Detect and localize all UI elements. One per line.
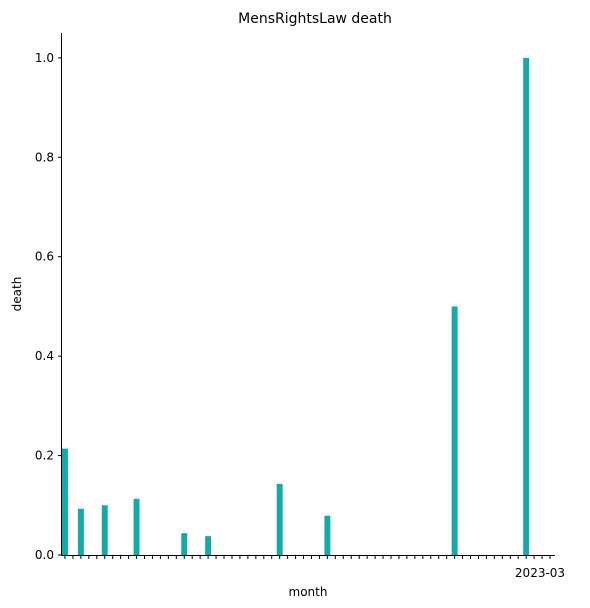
bar-6: [276, 483, 283, 555]
bar-9: [523, 57, 530, 556]
x-tick-label: 2023-03: [515, 566, 565, 580]
chart-title: MensRightsLaw death: [238, 11, 392, 27]
bar-7: [324, 515, 331, 555]
y-axis-label: death: [10, 277, 24, 312]
bar-4: [181, 533, 188, 555]
y-tick-label: 0.2: [35, 449, 54, 463]
bar-5: [205, 536, 212, 555]
bar-0: [62, 448, 68, 555]
bar-3: [133, 498, 140, 555]
y-tick-label: 1.0: [35, 51, 54, 65]
bar-8: [451, 306, 458, 555]
y-axis-ticks: 0.0 0.2 0.4 0.6 0.8 1.0: [35, 51, 62, 562]
x-axis-label: month: [289, 585, 328, 599]
y-tick-label: 0.8: [35, 150, 54, 164]
x-axis-ticks: 2023-03: [64, 555, 565, 580]
y-tick-label: 0.0: [35, 548, 54, 562]
y-tick-label: 0.6: [35, 250, 54, 264]
bar-2: [101, 505, 108, 555]
plot-area: [62, 57, 530, 556]
bar-1: [77, 508, 84, 555]
y-tick-label: 0.4: [35, 349, 54, 363]
